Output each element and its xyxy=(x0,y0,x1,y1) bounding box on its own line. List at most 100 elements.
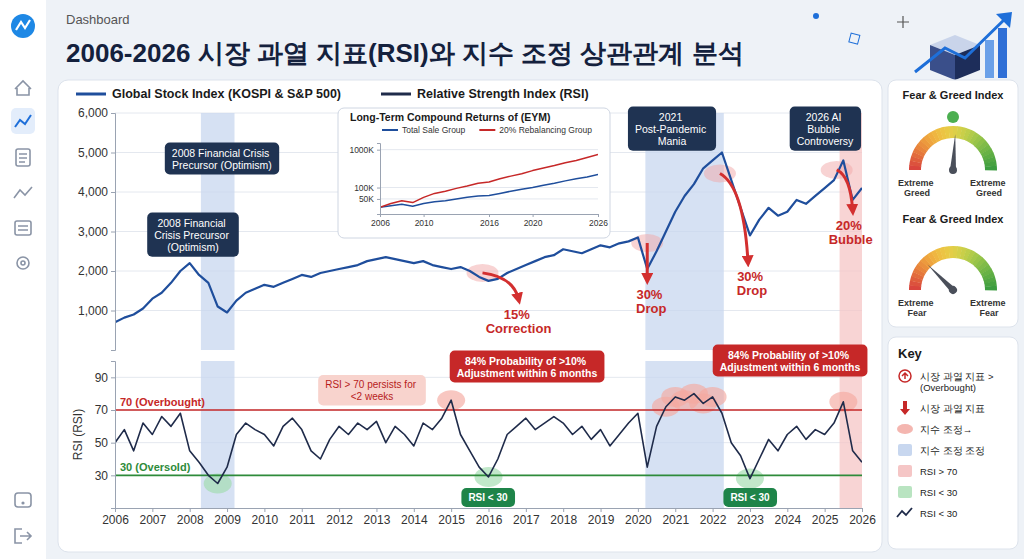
key-icon xyxy=(899,370,911,382)
tick: 50 xyxy=(95,436,115,450)
nav-chart[interactable] xyxy=(15,115,31,127)
tick-mark xyxy=(111,113,115,114)
tick: 2022 xyxy=(700,508,727,527)
grid-line xyxy=(380,149,598,150)
reference-line xyxy=(115,409,862,411)
tick-label: 5,000 xyxy=(78,146,108,160)
nav-list-lines[interactable] xyxy=(18,226,28,230)
oversold-label-box xyxy=(461,488,515,507)
grid-line xyxy=(380,198,598,199)
event-label-text: 2008 Financial Crisis Precursor (Optimis… xyxy=(172,147,272,171)
tick-mark xyxy=(376,508,377,512)
tick-label: 2020 xyxy=(524,218,543,228)
oversold-label: RSI < 30 xyxy=(723,488,777,507)
gauge-title: Fear & Greed Index xyxy=(903,89,1005,101)
key-label: RSI < 30 xyxy=(920,487,957,498)
tick-label: 2008 xyxy=(177,513,204,527)
deco-square xyxy=(849,33,860,44)
logo-mark xyxy=(16,20,30,30)
tick-label: 6,000 xyxy=(78,106,108,120)
tick: 2023 xyxy=(737,508,764,527)
key-icon xyxy=(900,401,910,415)
event-label-box xyxy=(628,107,716,151)
nav-list[interactable] xyxy=(15,221,31,235)
probability-label-box xyxy=(450,351,605,383)
tick-mark xyxy=(862,508,863,512)
nav-help[interactable] xyxy=(15,493,31,507)
event-label-text: 2026 AI Bubble Controversy xyxy=(797,111,854,147)
tick-mark xyxy=(377,150,380,151)
tick-mark xyxy=(111,271,115,272)
breadcrumb: Dashboard xyxy=(66,12,130,27)
tick-label: 1,000 xyxy=(78,304,108,318)
key-panel: Key시장 과열 지표 > (Overbought)시장 과열 지표지수 조정→… xyxy=(888,337,1018,549)
tick-mark xyxy=(111,443,115,444)
gauge-arc xyxy=(985,285,997,290)
gauge-panel: Fear & Greed IndexExtreme GreedExtreme G… xyxy=(888,80,1018,327)
grid-line xyxy=(115,410,862,411)
tick-label: 2016 xyxy=(476,513,503,527)
nav-active-bg[interactable] xyxy=(11,108,35,134)
tick-mark xyxy=(302,508,303,512)
tick: 2010 xyxy=(252,508,279,527)
tick: 30 xyxy=(95,469,115,483)
event-label: 2008 Financial Crisis Precursor (Optimis… xyxy=(147,213,239,257)
y-axis-title: RSI (RSI) xyxy=(71,409,85,460)
drop-arrow xyxy=(483,273,519,299)
inset-legend-swatch xyxy=(382,129,398,131)
tick-mark xyxy=(111,311,115,312)
tick: 50K xyxy=(359,194,380,204)
legend-swatch xyxy=(76,93,106,96)
tick-mark xyxy=(111,153,115,154)
probability-label-box xyxy=(713,345,868,377)
tick-label: 70 xyxy=(95,403,109,417)
tick-label: 2026 xyxy=(849,513,876,527)
page-title: 2006-2026 시장 과열 지표(RSI)와 지수 조정 상관관계 분석 xyxy=(66,38,744,68)
tick-label: 2022 xyxy=(700,513,727,527)
tick: 3,000 xyxy=(78,225,115,239)
key-label: 지수 조정→ xyxy=(920,424,972,435)
tick: 2020 xyxy=(524,214,543,228)
nav-settings-hub[interactable] xyxy=(21,261,25,265)
key-icon xyxy=(898,465,912,477)
drop-label: 30% Drop xyxy=(636,287,666,316)
key-label: RSI > 70 xyxy=(920,466,957,477)
inset-y-axis: 50K100K1000K xyxy=(349,144,380,215)
probability-label: 84% Probability of >10% Adjustment withi… xyxy=(713,345,868,377)
tick: 2006 xyxy=(102,508,129,527)
nav-trend[interactable] xyxy=(14,187,32,198)
nav-doc[interactable] xyxy=(16,149,30,166)
nav-doc-lines[interactable] xyxy=(19,154,27,162)
gauge-title: Fear & Greed Index xyxy=(903,213,1005,225)
inset-title: Long-Term Compound Returns of (EYM) xyxy=(350,111,550,123)
reference-label: 70 (Overbought) xyxy=(120,396,205,408)
tick: 2026 xyxy=(589,214,608,228)
tick-mark xyxy=(111,475,115,476)
inset-legend-label: 20% Rebalancing Group xyxy=(499,125,592,135)
key-icon xyxy=(897,424,913,434)
oversold-label-text: RSI < 30 xyxy=(730,492,770,503)
tick-label: 2021 xyxy=(662,513,689,527)
nav-home[interactable] xyxy=(15,81,31,95)
tick: 2006 xyxy=(371,214,390,228)
event-label-box xyxy=(165,143,279,175)
tick: 2014 xyxy=(401,508,428,527)
decoration xyxy=(813,12,1012,80)
tick: 6,000 xyxy=(78,106,115,120)
nav-logout[interactable] xyxy=(15,529,31,543)
tick-label: 100K xyxy=(354,183,374,193)
band xyxy=(201,361,235,508)
inset-line xyxy=(380,154,598,207)
tick: 2020 xyxy=(625,508,652,527)
nav-settings[interactable] xyxy=(17,257,29,269)
tick-mark xyxy=(424,214,425,217)
probability-label-text: 84% Probability of >10% Adjustment withi… xyxy=(720,349,861,373)
main-panel xyxy=(58,80,882,552)
drop-arrow xyxy=(720,173,748,261)
axis-line xyxy=(377,144,381,215)
nav-help-dot[interactable] xyxy=(22,502,24,504)
gauge-icon xyxy=(947,111,959,123)
tick-label: 2025 xyxy=(812,513,839,527)
tick-mark xyxy=(115,508,116,512)
y-axis-rsi: 30507090 xyxy=(95,362,116,509)
